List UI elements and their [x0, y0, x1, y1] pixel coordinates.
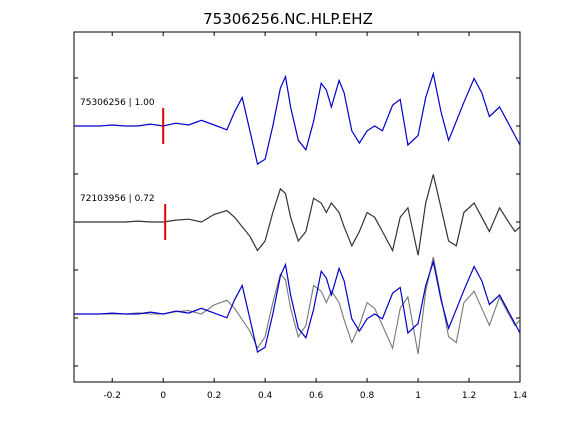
x-tick-label: 0.2	[207, 391, 221, 401]
plot-area	[73, 31, 521, 383]
trace-line	[74, 71, 521, 165]
x-tick-label: 0.4	[258, 391, 273, 401]
x-tick-label: 1.2	[462, 391, 476, 401]
traces	[74, 71, 521, 256]
trace-label: 72103956 | 0.72	[80, 194, 155, 204]
pick-markers	[162, 108, 167, 240]
x-tick-label: 1	[415, 391, 421, 401]
x-tick-label: 1.4	[513, 391, 528, 401]
x-tick-labels: -0.2 0 0.2 0.4 0.6 0.8 1 1.2 1.4	[103, 391, 527, 401]
x-tick-label: 0.6	[309, 391, 324, 401]
x-tick-label: 0	[160, 391, 166, 401]
overlay-traces	[74, 256, 521, 354]
trace-labels: 75306256 | 1.00 72103956 | 0.72	[80, 98, 155, 204]
overlay-trace-secondary	[74, 256, 521, 354]
trace-label: 75306256 | 1.00	[80, 98, 155, 108]
chart-title: 75306256.NC.HLP.EHZ	[203, 10, 373, 28]
x-tick-label: 0.8	[360, 391, 375, 401]
overlay-trace-primary	[74, 259, 521, 353]
trace-line	[74, 174, 521, 256]
x-tick-label: -0.2	[103, 391, 121, 401]
